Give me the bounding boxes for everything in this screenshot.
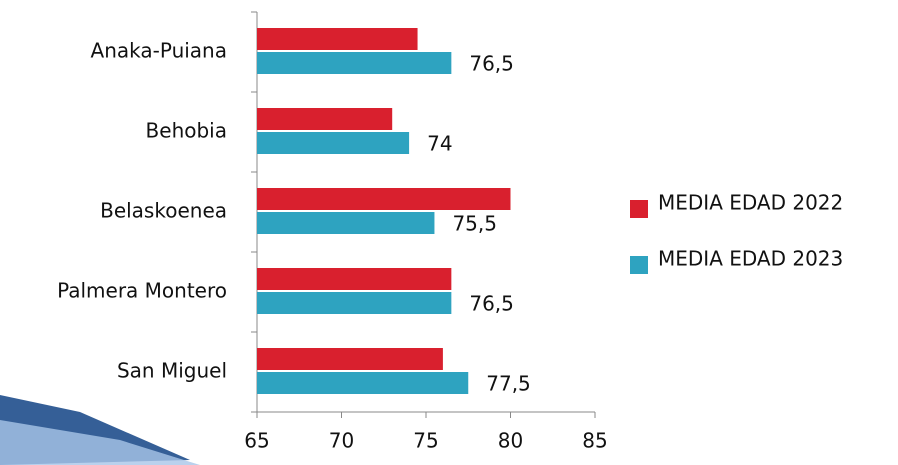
x-tick-label: 65 [244, 429, 269, 453]
legend-label: MEDIA EDAD 2023 [658, 247, 843, 271]
y-tick-label: Belaskoenea [100, 199, 227, 223]
bar [257, 292, 452, 314]
decoration [0, 420, 200, 465]
bar [257, 52, 452, 74]
bar [257, 132, 410, 154]
data-label: 77,5 [486, 372, 531, 396]
y-tick-label: San Miguel [117, 359, 227, 383]
data-label: 76,5 [469, 292, 514, 316]
bar [257, 268, 452, 290]
x-tick-label: 80 [498, 429, 523, 453]
bar [257, 28, 418, 50]
x-tick-label: 70 [329, 429, 354, 453]
bar [257, 188, 511, 210]
y-tick-label: Behobia [146, 119, 227, 143]
legend-swatch [630, 256, 648, 274]
x-tick-label: 85 [582, 429, 607, 453]
legend-label: MEDIA EDAD 2022 [658, 191, 843, 215]
x-tick-label: 75 [413, 429, 438, 453]
y-tick-label: Palmera Montero [57, 279, 227, 303]
bar [257, 348, 443, 370]
data-label: 75,5 [452, 212, 497, 236]
data-label: 74 [427, 132, 452, 156]
bar [257, 372, 469, 394]
data-label: 76,5 [469, 52, 514, 76]
bar [257, 212, 435, 234]
y-tick-label: Anaka-Puiana [91, 39, 227, 63]
bar [257, 108, 393, 130]
legend-swatch [630, 200, 648, 218]
